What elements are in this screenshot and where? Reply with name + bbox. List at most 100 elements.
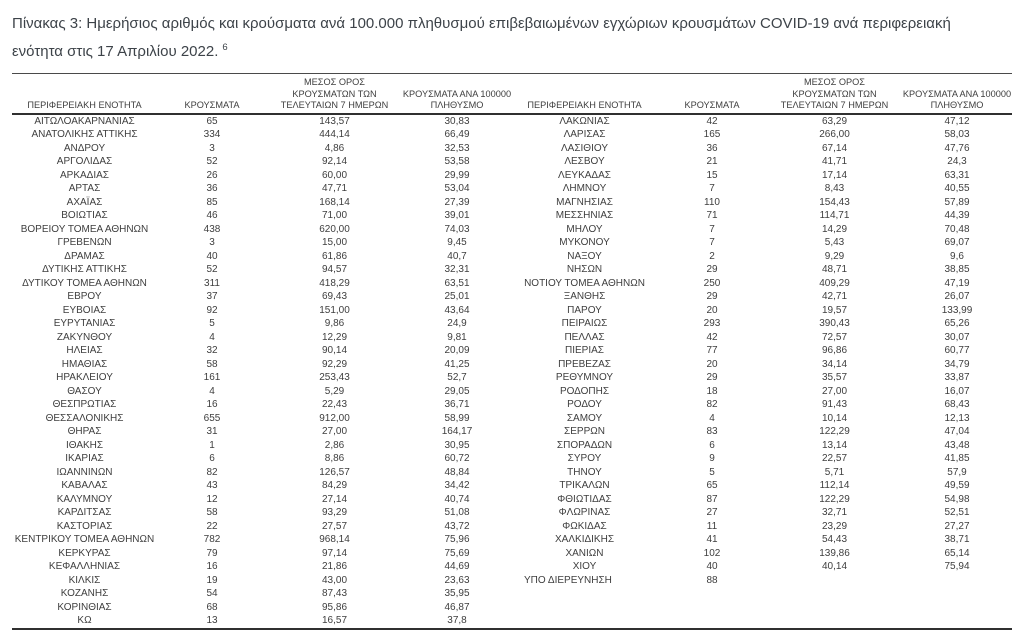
region-cell: ΘΕΣΠΡΩΤΙΑΣ	[52, 399, 117, 410]
avg7-cell: 266,00	[819, 129, 850, 140]
region-cell: ΧΑΝΙΩΝ	[565, 547, 604, 559]
avg7-cell: 27,14	[321, 493, 348, 505]
per100k-cell: 29,99	[444, 169, 470, 181]
region-cell: ΚΕΦΑΛΛΗΝΙΑΣ	[48, 561, 121, 572]
table-row: ΑΝΑΤΟΛΙΚΗΣ ΑΤΤΙΚΗΣ 334 444,14 66,49 ΛΑΡΙΣΑΣ 1…	[12, 128, 1012, 142]
table-caption: Πίνακας 3: Ημερήσιος αριθμός και κρούσμα…	[12, 12, 1012, 64]
table-body: ΑΙΤΩΛΟΑΚΑΡΝΑΝΙΑΣ 65 143,57 30,83 ΛΑΚΩΝΙΑΣ 42 6…	[12, 114, 1012, 629]
region-cell: ΕΥΡΥΤΑΝΙΑΣ	[53, 318, 116, 329]
region-cell: ΙΚΑΡΙΑΣ	[65, 453, 104, 464]
avg7-cell: 61,86	[321, 250, 348, 262]
avg7-cell: 151,00	[319, 304, 350, 316]
per100k-cell: 60,77	[944, 345, 970, 356]
avg7-cell: 95,86	[321, 601, 348, 613]
table-row: ΙΘΑΚΗΣ 1 2,86 30,95 ΣΠΟΡΑΔΩΝ 6 13,14 43,48	[12, 439, 1012, 453]
region-cell	[512, 601, 657, 615]
avg7-cell: 168,14	[319, 196, 350, 208]
cases-cell: 65	[706, 480, 718, 491]
avg7-cell: 143,57	[319, 115, 350, 127]
cases-cell: 31	[206, 426, 218, 437]
cases-cell: 334	[203, 129, 221, 140]
avg7-cell: 5,71	[824, 466, 845, 478]
avg7-cell: 93,29	[321, 507, 348, 518]
region-cell: ΘΑΣΟΥ	[67, 385, 102, 397]
region-cell: ΠΑΡΟΥ	[567, 304, 602, 316]
cases-cell: 20	[706, 358, 718, 370]
per100k-cell: 58,99	[444, 412, 470, 424]
avg7-cell: 84,29	[321, 480, 348, 491]
covid-cases-table: ΠΕΡΙΦΕΡΕΙΑΚΗ ΕΝΟΤΗΤΑ ΚΡΟΥΣΜΑΤΑ ΜΕΣΟΣ ΟΡΟ…	[12, 73, 1012, 630]
cases-cell: 36	[206, 183, 218, 194]
column-header-cases: ΚΡΟΥΣΜΑΤΑ	[184, 100, 240, 110]
avg7-cell: 41,71	[821, 156, 848, 167]
table-row: ΓΡΕΒΕΝΩΝ 3 15,00 9,45 ΜΥΚΟΝΟΥ 7 5,43 69,07	[12, 236, 1012, 250]
region-cell: ΛΑΣΙΘΙΟΥ	[561, 142, 608, 154]
cases-cell: 293	[703, 318, 721, 329]
per100k-cell: 32,53	[444, 142, 470, 154]
cases-cell: 1	[209, 439, 215, 451]
avg7-cell: 390,43	[819, 318, 850, 329]
per100k-cell: 34,42	[444, 480, 470, 491]
table-row: ΚΩ 13 16,57 37,8	[12, 614, 1012, 629]
per100k-cell: 69,07	[944, 237, 970, 248]
avg7-cell: 8,86	[324, 453, 345, 464]
per100k-cell	[902, 574, 1012, 588]
region-cell: ΥΠΟ ΔΙΕΡΕΥΝΗΣΗ	[524, 574, 612, 586]
per100k-cell: 24,3	[947, 156, 967, 167]
cases-cell: 161	[203, 372, 221, 383]
cases-cell: 40	[206, 250, 218, 262]
per100k-cell: 40,55	[944, 183, 970, 194]
avg7-cell: 122,29	[819, 426, 850, 437]
avg7-cell: 5,43	[824, 237, 845, 248]
cases-cell: 85	[206, 196, 218, 208]
per100k-cell: 25,01	[444, 291, 470, 302]
region-cell	[512, 614, 657, 629]
avg7-cell: 22,57	[821, 453, 848, 464]
region-cell: ΛΕΣΒΟΥ	[564, 156, 605, 167]
avg7-cell: 94,57	[321, 264, 348, 275]
region-cell: ΔΥΤΙΚΗΣ ΑΤΤΙΚΗΣ	[42, 264, 127, 275]
column-header-region: ΠΕΡΙΦΕΡΕΙΑΚΗ ΕΝΟΤΗΤΑ	[527, 100, 642, 110]
cases-cell: 40	[706, 561, 718, 572]
per100k-cell: 46,87	[444, 601, 470, 613]
avg7-cell: 35,57	[821, 372, 848, 383]
cases-cell: 165	[703, 129, 721, 140]
cases-cell: 29	[706, 372, 718, 383]
per100k-cell: 75,69	[444, 547, 470, 559]
per100k-cell: 40,7	[447, 250, 467, 262]
avg7-cell: 23,29	[821, 520, 848, 532]
table-row: ΘΕΣΣΑΛΟΝΙΚΗΣ 655 912,00 58,99 ΣΑΜΟΥ 4 10,14 12,…	[12, 412, 1012, 426]
cases-cell: 4	[209, 331, 215, 343]
avg7-cell: 54,43	[821, 534, 848, 545]
cases-cell: 16	[206, 399, 218, 410]
cases-cell: 18	[706, 385, 718, 397]
cases-cell: 3	[209, 142, 215, 154]
table-row: ΒΟΙΩΤΙΑΣ 46 71,00 39,01 ΜΕΣΣΗΝΙΑΣ 71 114,71 44,…	[12, 209, 1012, 223]
per100k-cell: 43,72	[444, 520, 470, 532]
table-row: ΕΒΡΟΥ 37 69,43 25,01 ΞΑΝΘΗΣ 29 42,71 26,07	[12, 290, 1012, 304]
per100k-cell: 30,07	[944, 331, 970, 343]
cases-cell: 4	[709, 412, 715, 424]
cases-cell: 5	[709, 466, 715, 478]
per100k-cell: 47,19	[944, 277, 970, 289]
cases-cell: 58	[206, 358, 218, 370]
region-cell	[512, 587, 657, 601]
cases-cell: 42	[706, 331, 718, 343]
avg7-cell: 27,00	[321, 426, 348, 437]
table-row: ΗΛΕΙΑΣ 32 90,14 20,09 ΠΙΕΡΙΑΣ 77 96,86 60,77	[12, 344, 1012, 358]
column-header-avg7: ΜΕΣΟΣ ΟΡΟΣ ΚΡΟΥΣΜΑΤΩΝ ΤΩΝ ΤΕΛΕΥΤΑΙΩΝ 7 Η…	[780, 77, 889, 110]
region-cell: ΗΜΑΘΙΑΣ	[61, 358, 108, 370]
avg7-cell: 47,71	[321, 183, 348, 194]
table-row: ΚΕΝΤΡΙΚΟΥ ΤΟΜΕΑ ΑΘΗΝΩΝ 782 968,14 75,96 ΧΑΛΚ…	[12, 533, 1012, 547]
region-cell: ΛΗΜΝΟΥ	[562, 183, 607, 194]
region-cell: ΝΗΣΩΝ	[566, 264, 603, 275]
cases-cell: 77	[706, 345, 718, 356]
cases-cell: 43	[206, 480, 218, 491]
per100k-cell: 44,69	[444, 561, 470, 572]
region-cell: ΦΛΩΡΙΝΑΣ	[558, 507, 611, 518]
per100k-cell: 164,17	[441, 426, 473, 437]
per100k-cell: 52,7	[447, 372, 467, 383]
cases-cell: 65	[206, 115, 218, 127]
avg7-cell: 32,71	[821, 507, 848, 518]
table-row: ΑΝΔΡΟΥ 3 4,86 32,53 ΛΑΣΙΘΙΟΥ 36 67,14 47,76	[12, 142, 1012, 156]
